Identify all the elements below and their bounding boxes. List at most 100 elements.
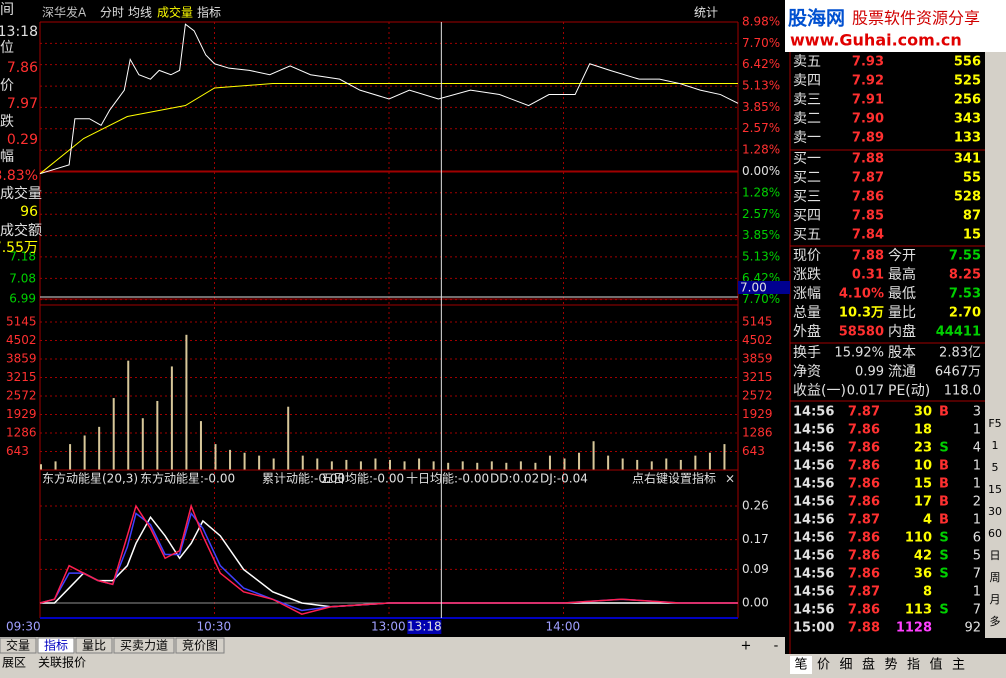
indicator-name: 东方动能星(20,3) <box>42 471 138 486</box>
info-value: 96 <box>20 204 38 220</box>
trade-side: B <box>939 513 949 528</box>
side-tool[interactable]: 60 <box>988 527 1002 540</box>
trade-count: 7 <box>973 567 981 582</box>
tab-label[interactable]: 展区 <box>2 656 26 670</box>
scroll-control[interactable]: - <box>774 639 779 654</box>
trade-side: S <box>939 549 948 564</box>
pct-tick-label: 2.57% <box>742 121 780 135</box>
side-tool[interactable]: 多 <box>990 614 1001 628</box>
indicator-readout: DD:0.02 <box>490 472 539 486</box>
right-tab[interactable]: 指 <box>907 658 920 673</box>
logo-box <box>785 0 1006 52</box>
tab-label[interactable]: 关联报价 <box>38 655 86 670</box>
volume-bar <box>694 455 697 470</box>
tab-label[interactable]: 指标 <box>44 638 68 653</box>
trade-volume: 1128 <box>896 621 932 636</box>
pct-tick-label: 1.28% <box>742 143 780 157</box>
side-tool[interactable]: 1 <box>992 439 999 452</box>
info-value: 7.97 <box>7 96 38 112</box>
fund-value: 15.92% <box>834 346 884 361</box>
volume-bar <box>607 455 610 470</box>
book-price: 7.92 <box>852 74 884 89</box>
trade-price: 7.86 <box>848 549 880 564</box>
volume-bar <box>316 458 319 470</box>
tab-label[interactable]: 买卖力道 <box>120 639 168 653</box>
tab-label[interactable]: 竞价图 <box>182 639 218 653</box>
right-tab[interactable]: 主 <box>952 658 965 673</box>
book-volume: 133 <box>954 131 981 146</box>
side-tool[interactable]: 日 <box>990 549 1001 562</box>
side-tool[interactable]: 月 <box>990 593 1001 606</box>
volume-tick-label: 5145 <box>6 315 37 329</box>
trade-time: 14:56 <box>793 459 834 474</box>
toolbar-tab[interactable]: 均线 <box>128 6 152 20</box>
book-label: 卖四 <box>793 73 821 89</box>
side-tool[interactable]: 周 <box>990 571 1001 584</box>
quote-label: 内盘 <box>888 323 916 340</box>
side-tool[interactable]: 15 <box>988 483 1002 496</box>
tab[interactable] <box>75 637 113 654</box>
book-volume: 343 <box>954 112 981 127</box>
pct-tick-label: 6.42% <box>742 57 780 71</box>
quote-label: 涨跌 <box>793 267 821 283</box>
pct-tick-label: 5.13% <box>742 79 780 93</box>
right-tab[interactable]: 价 <box>817 658 830 673</box>
stats-button[interactable]: 统计 <box>694 6 718 20</box>
trade-price: 7.87 <box>848 513 880 528</box>
trade-count: 1 <box>973 459 981 474</box>
tab[interactable] <box>175 637 225 654</box>
volume-bar <box>650 461 653 470</box>
toolbar-tab[interactable]: 成交量 <box>157 5 193 20</box>
trade-price: 7.87 <box>848 585 880 600</box>
right-tab[interactable]: 细 <box>839 658 852 673</box>
trade-side: B <box>939 495 949 510</box>
volume-bar <box>403 461 406 470</box>
tab[interactable] <box>113 637 175 654</box>
trade-price: 7.86 <box>848 423 880 438</box>
pct-tick-label: 5.13% <box>742 249 780 263</box>
tab[interactable] <box>0 637 37 654</box>
tab-label[interactable]: 量比 <box>82 639 106 653</box>
toolbar-tab[interactable]: 分时 <box>100 6 124 20</box>
side-tool[interactable]: 30 <box>988 505 1002 518</box>
trade-volume: 23 <box>914 441 932 456</box>
trade-price: 7.86 <box>848 495 880 510</box>
scroll-control[interactable]: + <box>741 639 752 654</box>
logo-name: 股海网 <box>788 7 845 30</box>
toolbar-tab[interactable]: 指标 <box>197 5 221 20</box>
volume-bar <box>54 461 57 470</box>
fund-label: 净资 <box>793 364 821 380</box>
trade-count: 1 <box>973 585 981 600</box>
quote-value: 7.88 <box>852 249 884 264</box>
quote-value: 4.10% <box>839 287 884 302</box>
side-tool[interactable]: F5 <box>988 417 1001 430</box>
quote-label: 外盘 <box>793 323 821 340</box>
right-tab[interactable]: 盘 <box>862 657 875 673</box>
indicator-close[interactable]: × <box>725 472 735 486</box>
volume-tick-label: 4502 <box>742 333 773 347</box>
indicator-hint[interactable]: 点右键设置指标 <box>632 471 716 486</box>
trade-side: S <box>939 603 948 618</box>
side-tool[interactable]: 5 <box>992 461 999 474</box>
volume-bar <box>199 421 202 470</box>
tab-label[interactable]: 交量 <box>6 638 30 653</box>
right-tab[interactable]: 势 <box>884 657 897 673</box>
avg-line <box>39 83 738 175</box>
book-label: 买五 <box>793 227 821 243</box>
tab[interactable] <box>37 637 75 654</box>
time-tick-label: 09:30 <box>6 620 41 634</box>
price-line <box>39 23 739 175</box>
fund-value: 0.017 <box>847 384 884 399</box>
right-tab[interactable]: 笔 <box>794 657 807 673</box>
indicator-tick-label: 0.17 <box>742 532 769 546</box>
trade-time: 14:56 <box>793 603 834 618</box>
volume-bar <box>258 455 261 470</box>
book-volume: 556 <box>954 55 981 70</box>
quote-label: 最低 <box>888 286 916 302</box>
trade-time: 14:56 <box>793 405 834 420</box>
trade-volume: 4 <box>923 513 932 528</box>
trade-time: 14:56 <box>793 585 834 600</box>
right-tab[interactable]: 值 <box>929 657 942 673</box>
volume-bar <box>69 444 72 470</box>
